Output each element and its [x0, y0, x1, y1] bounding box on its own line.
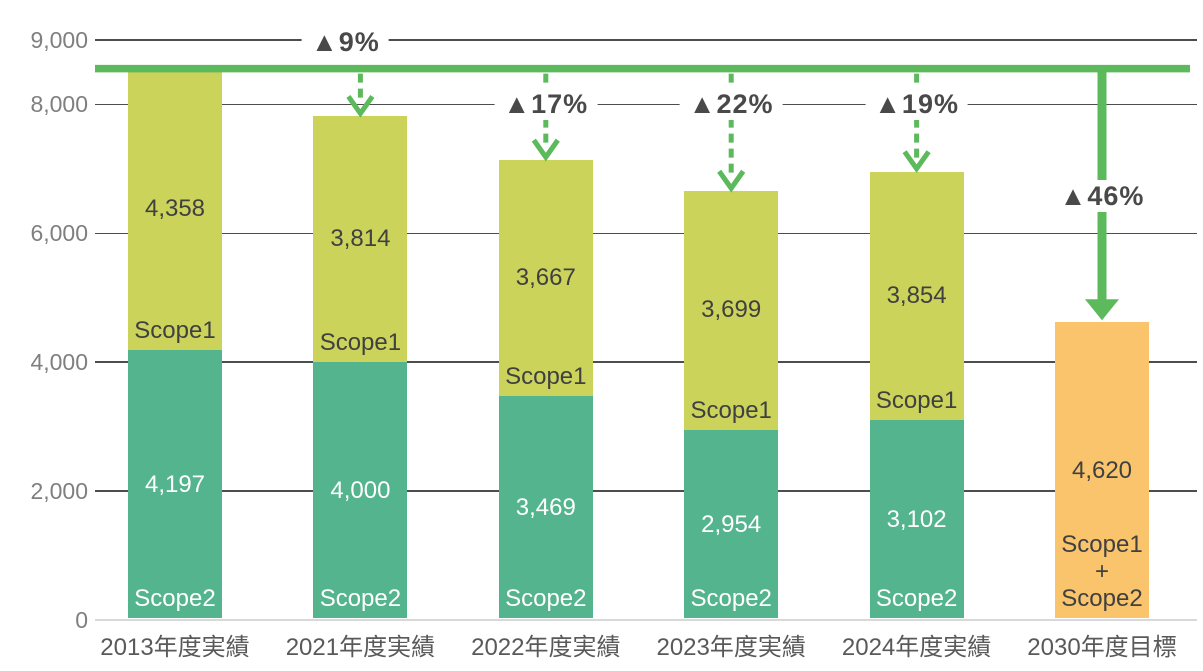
- scope1-segment-name-label: Scope1: [875, 387, 958, 415]
- bar-segment-scope1-2022年度実績: [498, 160, 593, 397]
- y-axis-tick-label: 6,000: [30, 220, 88, 247]
- reduction-percent-label: ▲17%: [494, 88, 598, 121]
- scope2-value-label: 2,954: [701, 510, 762, 538]
- dashed-arrowhead-icon: [531, 138, 560, 162]
- scope2-value-label: 3,469: [515, 494, 576, 522]
- x-axis-category-label: 2022年度実績: [471, 634, 621, 661]
- gridline: [95, 39, 1197, 41]
- gridline: [95, 361, 1197, 363]
- y-axis-tick-label: 8,000: [30, 91, 88, 118]
- scope2-segment-name-label: Scope2: [690, 585, 772, 612]
- scope1-value-label: 3,699: [701, 296, 762, 324]
- bar-segment-scope1-2023年度実績: [684, 191, 779, 430]
- scope2-value-label: 3,102: [886, 506, 947, 534]
- solid-arrowhead-icon: [1085, 299, 1119, 321]
- y-axis-tick-label: 4,000: [30, 349, 88, 376]
- bar-segment-scope2-2013年度実績: [128, 349, 222, 618]
- dashed-arrowhead-icon: [902, 150, 931, 174]
- y-axis-tick-label: 0: [75, 607, 88, 633]
- scope2-segment-name-label: Scope2: [134, 585, 216, 612]
- gridline: [95, 232, 1197, 235]
- gridline: [95, 103, 1197, 106]
- target-name-line: Scope2: [1061, 585, 1143, 612]
- target-name-line: Scope1: [1061, 531, 1143, 558]
- dashed-arrowhead-icon: [717, 169, 746, 193]
- x-axis-category-label: 2013年度実績: [100, 634, 250, 661]
- scope2-segment-name-label: Scope2: [319, 585, 402, 612]
- scope1-segment-name-label: Scope1: [505, 363, 587, 391]
- bar-segment-scope2-2022年度実績: [498, 396, 593, 618]
- bar-segment-scope2-2024年度実績: [869, 420, 964, 618]
- scope1-segment-name-label: Scope1: [690, 396, 772, 424]
- y-axis-tick-label: 2,000: [30, 478, 88, 505]
- target-segment-name-label: Scope1 + Scope2: [1055, 531, 1149, 612]
- baseline-line: [95, 64, 1190, 73]
- reduction-percent-label: ▲19%: [865, 88, 968, 121]
- bar-segment-scope1-2024年度実績: [869, 171, 964, 421]
- scope1-segment-name-label: Scope1: [134, 316, 216, 344]
- x-axis-category-label: 2030年度目標: [1027, 634, 1177, 661]
- scope1-value-label: 4,358: [144, 195, 206, 223]
- scope1-value-label: 3,667: [515, 264, 576, 292]
- x-axis-category-label: 2024年度実績: [841, 634, 992, 661]
- bar-segment-scope1-2021年度実績: [313, 116, 408, 363]
- scope1-value-label: 3,854: [886, 281, 947, 309]
- x-axis-line: [95, 619, 1197, 621]
- bar-segment-scope2-2021年度実績: [313, 362, 408, 618]
- target-name-line: +: [1094, 558, 1109, 585]
- reduction-percent-label: ▲9%: [302, 26, 389, 58]
- scope2-value-label: 4,000: [330, 477, 391, 505]
- bar-segment-target-2030年度目標: [1055, 322, 1149, 618]
- bar-segment-scope1-2013年度実績: [128, 68, 222, 350]
- x-axis-category-label: 2023年度実績: [656, 634, 806, 661]
- x-axis-category-label: 2021年度実績: [285, 634, 436, 661]
- scope2-segment-name-label: Scope2: [875, 585, 958, 612]
- gridline: [95, 490, 1197, 492]
- reduction-percent-label: ▲46%: [1050, 180, 1154, 212]
- target-value-label: 4,620: [1071, 457, 1133, 485]
- y-axis-tick-label: 9,000: [30, 27, 88, 53]
- reduction-percent-label: ▲22%: [679, 88, 783, 121]
- scope1-value-label: 3,814: [330, 225, 391, 253]
- bar-segment-scope2-2023年度実績: [684, 429, 779, 618]
- scope2-value-label: 4,197: [144, 470, 206, 498]
- scope2-segment-name-label: Scope2: [505, 585, 587, 612]
- scope1-segment-name-label: Scope1: [319, 329, 402, 357]
